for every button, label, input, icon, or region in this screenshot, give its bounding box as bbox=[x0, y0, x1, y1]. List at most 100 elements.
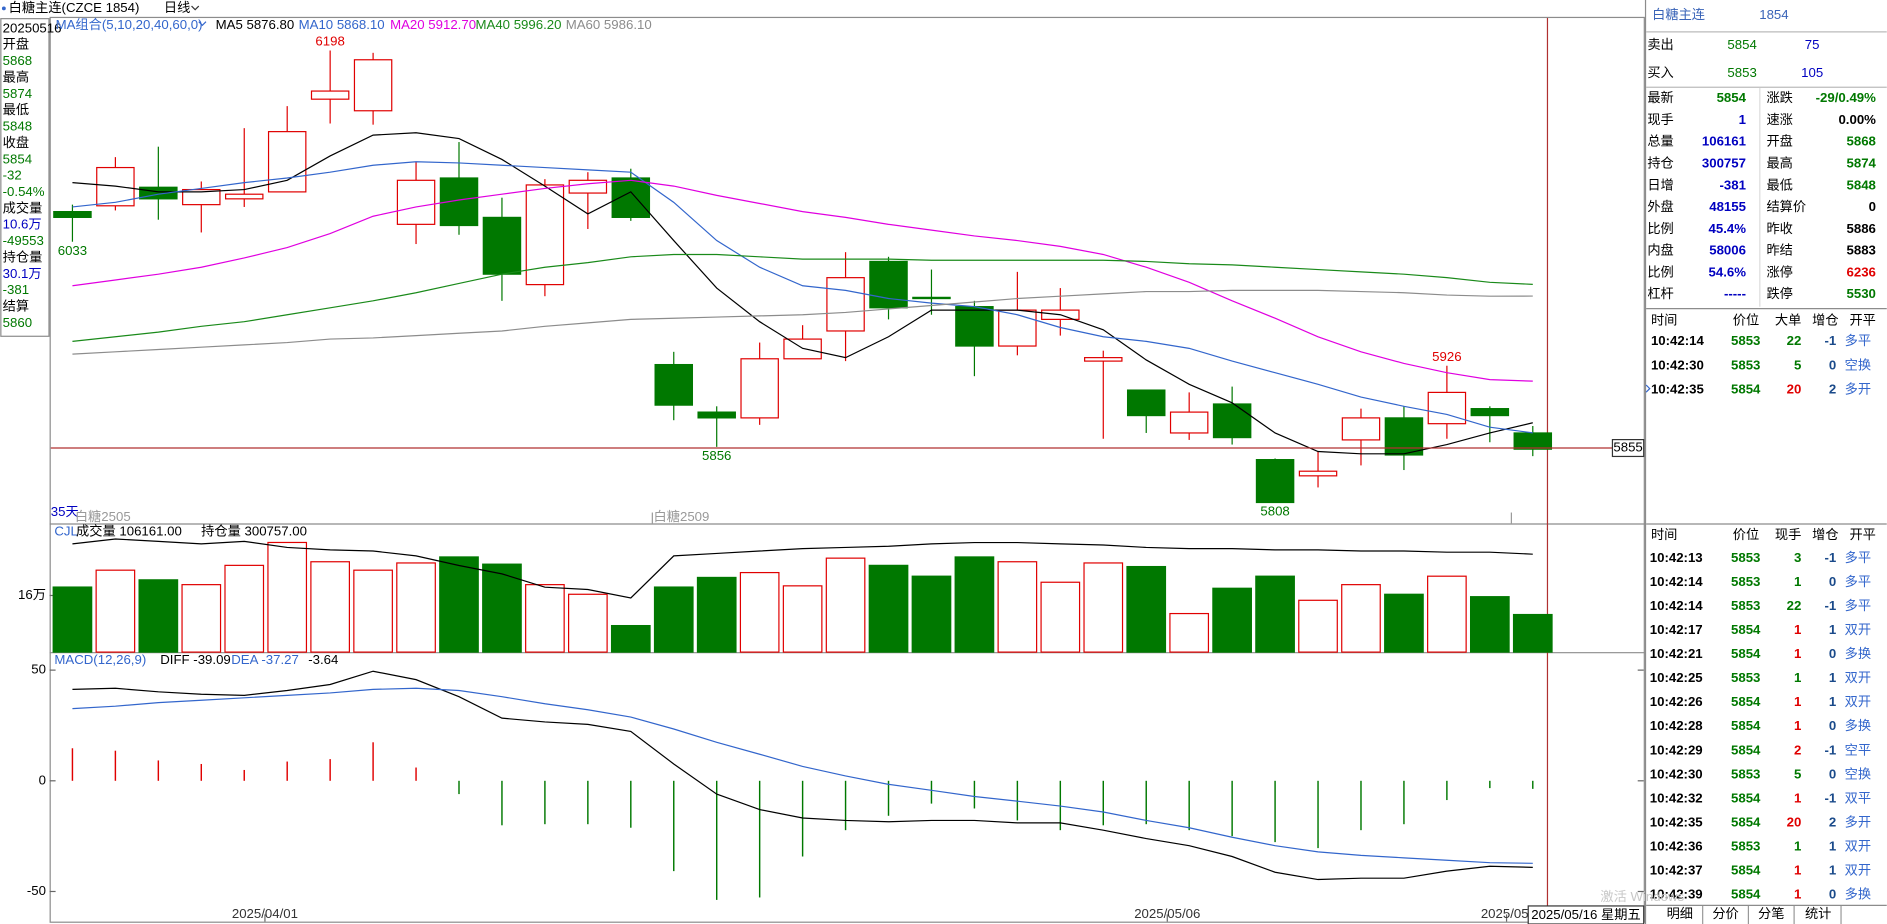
trade-volume: 3 bbox=[1794, 550, 1801, 565]
legend-dropdown[interactable] bbox=[198, 21, 207, 27]
trade-increase: -1 bbox=[1824, 598, 1836, 613]
x-tick-label: 2025/04/01 bbox=[232, 906, 298, 921]
table-header: 增仓 bbox=[1812, 527, 1838, 542]
tab[interactable]: 分价 bbox=[1712, 906, 1738, 921]
quote-label: 涨跌 bbox=[1766, 90, 1792, 105]
trade-volume: 1 bbox=[1794, 839, 1801, 854]
trade-volume: 1 bbox=[1794, 646, 1801, 661]
trade-time: 10:42:28 bbox=[1650, 718, 1703, 733]
macd-line bbox=[72, 670, 1533, 881]
candle-body bbox=[1384, 417, 1424, 456]
trade-price: 5854 bbox=[1731, 742, 1761, 757]
panel-title: CJL bbox=[54, 523, 78, 538]
trade-price: 5854 bbox=[1731, 381, 1761, 396]
trade-increase: 1 bbox=[1829, 622, 1836, 637]
quote-value: 54.6% bbox=[1709, 264, 1747, 279]
trade-price: 5854 bbox=[1731, 646, 1761, 661]
trade-type: 多开 bbox=[1845, 813, 1871, 829]
info-item: 20250516 bbox=[3, 20, 62, 35]
trade-price: 5853 bbox=[1731, 333, 1760, 348]
quote-label: 昨结 bbox=[1766, 243, 1792, 258]
trade-price: 5853 bbox=[1731, 766, 1760, 781]
trade-time: 10:42:14 bbox=[1650, 574, 1704, 589]
candle-body bbox=[1212, 403, 1252, 439]
quote-value: ----- bbox=[1724, 286, 1746, 301]
legend-title[interactable]: MA组合(5,10,20,40,60,0) bbox=[56, 17, 203, 32]
candle-body bbox=[611, 177, 651, 218]
info-item: -32 bbox=[3, 168, 22, 183]
trade-price: 5853 bbox=[1731, 670, 1760, 685]
period[interactable]: 日线 bbox=[164, 0, 190, 15]
table-header: 增仓 bbox=[1812, 313, 1838, 328]
trade-price: 5854 bbox=[1731, 814, 1761, 829]
volume-bar bbox=[1212, 587, 1252, 653]
trade-time: 10:42:25 bbox=[1650, 670, 1703, 685]
tab[interactable]: 统计 bbox=[1805, 906, 1831, 921]
trade-volume: 1 bbox=[1794, 670, 1801, 685]
info-item: 开盘 bbox=[3, 36, 29, 52]
period-dropdown[interactable] bbox=[191, 5, 200, 11]
info-item: 5854 bbox=[3, 151, 32, 166]
volume-bar bbox=[1083, 562, 1124, 653]
info-frame bbox=[0, 18, 50, 337]
trade-time: 10:42:14 bbox=[1650, 598, 1704, 613]
open-interest-line bbox=[72, 538, 1533, 599]
volume-bar bbox=[1384, 593, 1424, 653]
tab[interactable]: 分笔 bbox=[1758, 906, 1784, 921]
trade-type: 双开 bbox=[1845, 694, 1871, 709]
tab[interactable]: 明细 bbox=[1667, 906, 1693, 921]
trade-increase: 0 bbox=[1829, 766, 1836, 781]
ma-line bbox=[72, 179, 1533, 382]
volume-bar bbox=[568, 593, 608, 653]
volume-bar bbox=[954, 556, 995, 653]
trade-price: 5854 bbox=[1731, 622, 1761, 637]
candle-body bbox=[1341, 417, 1381, 441]
trade-volume: 1 bbox=[1794, 622, 1801, 637]
cursor-date-box bbox=[1527, 905, 1645, 924]
trade-time: 10:42:14 bbox=[1651, 333, 1705, 348]
quote-value: 1 bbox=[1739, 112, 1746, 127]
trade-time: 10:42:35 bbox=[1650, 814, 1703, 829]
candle-body bbox=[353, 59, 393, 112]
ma-line bbox=[72, 289, 1533, 355]
chart-frame bbox=[49, 16, 1645, 923]
trade-volume: 5 bbox=[1794, 766, 1801, 781]
quote-value: -29/0.49% bbox=[1816, 90, 1877, 105]
quote-label: 现手 bbox=[1647, 112, 1673, 127]
bullet bbox=[1, 6, 6, 11]
volume-bar bbox=[1512, 613, 1553, 653]
candle-body bbox=[396, 179, 436, 225]
volume-bar bbox=[1126, 565, 1167, 653]
trade-type: 多换 bbox=[1845, 717, 1871, 733]
candle-body bbox=[998, 309, 1037, 347]
trade-type: 多平 bbox=[1845, 573, 1871, 589]
candle-body bbox=[826, 277, 865, 332]
candle-body bbox=[439, 177, 479, 227]
candle-body bbox=[1084, 357, 1123, 362]
quote-side-label: 卖出 bbox=[1647, 37, 1673, 52]
volume-bar bbox=[653, 586, 694, 653]
quote-value: 5886 bbox=[1847, 221, 1876, 236]
trade-type: 双平 bbox=[1845, 790, 1871, 805]
info-item: 5860 bbox=[3, 315, 32, 330]
quote-value: 0 bbox=[1869, 199, 1876, 214]
volume-bar bbox=[1469, 596, 1510, 653]
trade-increase: 1 bbox=[1829, 863, 1836, 878]
price-annotation: 5808 bbox=[1260, 504, 1289, 519]
legend-item: 持仓量 300757.00 bbox=[201, 523, 307, 538]
table-header: 开平 bbox=[1849, 527, 1875, 542]
trade-time: 10:42:26 bbox=[1650, 694, 1703, 709]
volume-bar bbox=[353, 569, 393, 653]
trade-price: 5854 bbox=[1731, 790, 1761, 805]
volume-bar bbox=[224, 564, 265, 653]
trade-time: 10:42:30 bbox=[1650, 766, 1703, 781]
contract-label: 白糖2509 bbox=[654, 509, 710, 524]
info-item: 持仓量 bbox=[3, 249, 43, 264]
candle-body bbox=[267, 131, 307, 193]
candle-body bbox=[912, 296, 951, 300]
legend-item: MA20 5912.70 bbox=[390, 17, 476, 32]
quote-value: 0.00% bbox=[1838, 112, 1876, 127]
info-item: 5868 bbox=[3, 53, 32, 68]
info-item: 最高 bbox=[3, 68, 29, 84]
